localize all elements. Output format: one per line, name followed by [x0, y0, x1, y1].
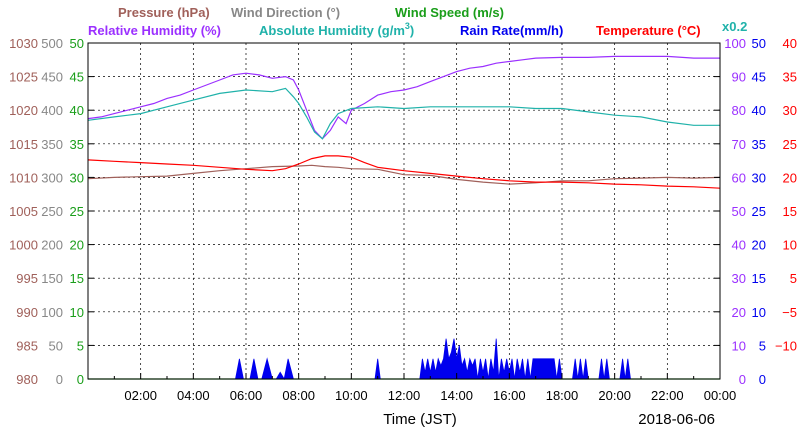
y-tick-pressure: 1000 [9, 238, 38, 253]
y-tick-rain-rate: 20 [752, 238, 766, 253]
y-tick-pressure: 1025 [9, 70, 38, 85]
y-tick-wind-speed: 25 [70, 204, 84, 219]
legend-absolute-humidity: Absolute Humidity (g/m3) [259, 21, 414, 38]
y-tick-relative-humidity: 90 [732, 70, 746, 85]
series-rain-rate-mm-h [235, 338, 631, 381]
y-tick-wind-direction: 450 [41, 70, 63, 85]
y-tick-temperature: −10 [775, 338, 797, 353]
y-tick-rain-rate: 35 [752, 137, 766, 152]
x-tick-label: 10:00 [335, 388, 368, 403]
y-tick-pressure: 1010 [9, 170, 38, 185]
series-relative-humidity [87, 55, 720, 140]
date-label: 2018-06-06 [638, 411, 715, 428]
x-tick-label: 18:00 [546, 388, 579, 403]
y-tick-wind-direction: 0 [56, 372, 63, 387]
legend-wind-direction: Wind Direction (°) [231, 5, 340, 20]
y-tick-relative-humidity: 50 [732, 204, 746, 219]
y-tick-rain-rate: 30 [752, 170, 766, 185]
y-tick-relative-humidity: 10 [732, 338, 746, 353]
legend-absolute-humidity-sup: 3 [405, 21, 410, 31]
y-tick-pressure: 995 [16, 271, 38, 286]
y-tick-wind-direction: 400 [41, 103, 63, 118]
legend-rain-rate: Rain Rate(mm/h) [460, 23, 563, 38]
y-tick-wind-speed: 10 [70, 305, 84, 320]
y-tick-wind-speed: 20 [70, 238, 84, 253]
x-tick-label: 04:00 [177, 388, 210, 403]
y-tick-pressure: 980 [16, 372, 38, 387]
legend-pressure: Pressure (hPa) [118, 5, 210, 20]
legend-absolute-humidity-label: Absolute Humidity (g/m [259, 23, 405, 38]
y-tick-rain-rate: 10 [752, 305, 766, 320]
y-tick-temperature: 10 [783, 238, 797, 253]
y-tick-rain-rate: 0 [759, 372, 766, 387]
x-tick-label: 08:00 [282, 388, 315, 403]
legend-wind-speed: Wind Speed (m/s) [395, 5, 504, 20]
y-tick-wind-speed: 5 [77, 338, 84, 353]
legend-multiplier: x0.2 [722, 19, 747, 34]
x-tick-label: 00:00 [704, 388, 737, 403]
y-tick-wind-direction: 100 [41, 305, 63, 320]
y-tick-relative-humidity: 100 [724, 36, 746, 51]
axes-layer: 02:00 04:00 06:00 08:00 10:00 12:00 14:00 16:00… [9, 36, 797, 403]
x-tick-label: 16:00 [493, 388, 526, 403]
y-tick-wind-speed: 35 [70, 137, 84, 152]
y-tick-wind-direction: 50 [49, 338, 63, 353]
y-tick-wind-direction: 250 [41, 204, 63, 219]
y-tick-relative-humidity: 30 [732, 271, 746, 286]
y-tick-temperature: 30 [783, 103, 797, 118]
x-tick-label: 06:00 [230, 388, 263, 403]
y-tick-pressure: 1015 [9, 137, 38, 152]
y-tick-wind-direction: 500 [41, 36, 63, 51]
y-tick-rain-rate: 25 [752, 204, 766, 219]
grid [88, 43, 720, 379]
y-tick-relative-humidity: 0 [739, 372, 746, 387]
y-tick-wind-speed: 15 [70, 271, 84, 286]
y-tick-temperature: 35 [783, 70, 797, 85]
y-tick-rain-rate: 50 [752, 36, 766, 51]
y-tick-temperature: 5 [790, 271, 797, 286]
x-tick-label: 20:00 [598, 388, 631, 403]
series-pressure-hpa [87, 164, 721, 185]
x-axis-label: Time (JST) [383, 411, 457, 428]
legend-absolute-humidity-tail: ) [410, 23, 414, 38]
y-tick-relative-humidity: 40 [732, 238, 746, 253]
x-tick-label: 02:00 [124, 388, 157, 403]
y-tick-pressure: 985 [16, 338, 38, 353]
y-tick-temperature: 25 [783, 137, 797, 152]
y-tick-rain-rate: 5 [759, 338, 766, 353]
y-tick-wind-speed: 50 [70, 36, 84, 51]
y-tick-relative-humidity: 70 [732, 137, 746, 152]
y-tick-temperature: 20 [783, 170, 797, 185]
legend-temperature: Temperature (°C) [596, 23, 701, 38]
y-tick-rain-rate: 40 [752, 103, 766, 118]
y-tick-pressure: 1005 [9, 204, 38, 219]
y-tick-wind-direction: 350 [41, 137, 63, 152]
y-tick-rain-rate: 15 [752, 271, 766, 286]
y-tick-wind-speed: 30 [70, 170, 84, 185]
y-tick-pressure: 990 [16, 305, 38, 320]
y-tick-relative-humidity: 60 [732, 170, 746, 185]
y-tick-relative-humidity: 80 [732, 103, 746, 118]
y-tick-relative-humidity: 20 [732, 305, 746, 320]
y-tick-wind-speed: 45 [70, 70, 84, 85]
y-tick-temperature: 40 [783, 36, 797, 51]
x-tick-label: 14:00 [440, 388, 473, 403]
y-tick-temperature: −5 [782, 305, 797, 320]
series-absolute-humidity-g-m3 [87, 87, 720, 140]
y-tick-wind-speed: 40 [70, 103, 84, 118]
y-tick-wind-speed: 0 [77, 372, 84, 387]
series-temperature-c [87, 155, 721, 189]
y-tick-pressure: 1020 [9, 103, 38, 118]
y-tick-pressure: 1030 [9, 36, 38, 51]
y-tick-temperature: 15 [783, 204, 797, 219]
y-tick-rain-rate: 45 [752, 70, 766, 85]
x-tick-label: 22:00 [651, 388, 684, 403]
legend-relative-humidity: Relative Humidity (%) [88, 23, 221, 38]
y-tick-wind-direction: 150 [41, 271, 63, 286]
y-tick-wind-direction: 300 [41, 170, 63, 185]
x-tick-label: 12:00 [388, 388, 421, 403]
y-tick-wind-direction: 200 [41, 238, 63, 253]
